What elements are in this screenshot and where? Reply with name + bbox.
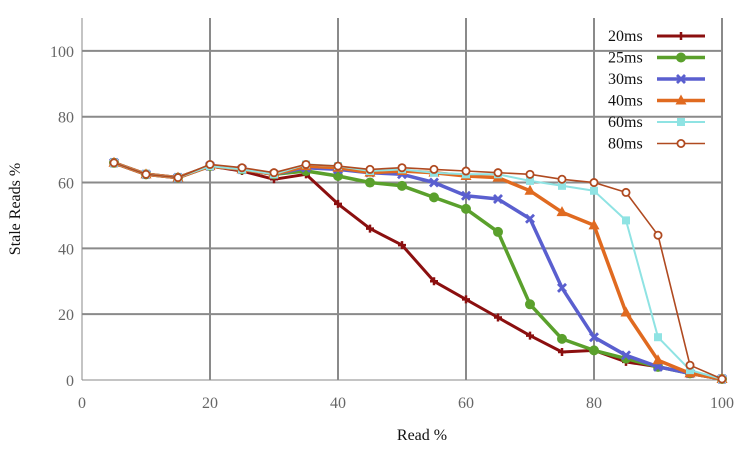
legend-swatch-marker xyxy=(677,32,685,40)
legend-label: 40ms xyxy=(608,93,643,110)
x-tick-label: 40 xyxy=(330,395,346,412)
x-tick-label: 60 xyxy=(458,395,474,412)
data-point-30ms xyxy=(429,177,439,188)
y-axis-title: Stale Reads % xyxy=(7,163,24,255)
data-point-20ms xyxy=(526,331,534,340)
legend-label: 80ms xyxy=(608,136,643,153)
y-tick-label: 20 xyxy=(58,307,74,324)
data-point-60ms xyxy=(590,186,598,195)
data-point-80ms xyxy=(429,164,439,174)
series-line-25ms xyxy=(113,161,723,381)
data-point-80ms xyxy=(557,174,567,184)
data-point-60ms xyxy=(654,333,662,342)
legend-item-80ms: 80ms xyxy=(608,136,705,153)
y-tick-label: 0 xyxy=(66,373,74,390)
series-line-30ms xyxy=(113,161,723,381)
series-line-20ms xyxy=(113,161,723,381)
data-point-40ms xyxy=(588,219,600,230)
data-point-60ms xyxy=(622,216,630,225)
legend-item-25ms: 25ms xyxy=(608,50,705,67)
y-tick-label: 100 xyxy=(50,44,74,61)
data-point-80ms xyxy=(621,187,631,197)
data-point-80ms xyxy=(717,374,727,384)
data-point-20ms xyxy=(430,277,438,286)
series-80ms xyxy=(109,158,727,384)
data-point-30ms xyxy=(557,282,567,293)
data-point-80ms xyxy=(333,161,343,171)
legend-label: 60ms xyxy=(608,114,643,131)
data-point-60ms xyxy=(526,176,534,185)
legend-swatch-marker xyxy=(676,138,686,148)
data-point-25ms xyxy=(589,345,599,356)
data-point-20ms xyxy=(398,241,406,250)
y-tick-label: 80 xyxy=(58,110,74,127)
data-point-25ms xyxy=(429,192,439,203)
data-point-80ms xyxy=(141,169,151,179)
data-point-20ms xyxy=(334,199,342,208)
data-point-60ms xyxy=(558,181,566,190)
data-point-25ms xyxy=(461,203,471,214)
data-point-80ms xyxy=(237,163,247,173)
x-tick-label: 100 xyxy=(710,395,734,412)
legend-item-60ms: 60ms xyxy=(608,114,705,131)
data-point-60ms xyxy=(686,366,694,375)
y-tick-label: 40 xyxy=(58,241,74,258)
data-point-40ms xyxy=(620,306,632,317)
x-axis-title: Read % xyxy=(397,427,447,444)
data-point-20ms xyxy=(494,313,502,322)
data-point-80ms xyxy=(109,158,119,168)
x-tick-label: 0 xyxy=(78,395,86,412)
legend-label: 30ms xyxy=(608,71,643,88)
data-point-80ms xyxy=(397,163,407,173)
data-point-25ms xyxy=(493,226,503,237)
data-point-80ms xyxy=(493,168,503,178)
series-line-60ms xyxy=(113,161,723,380)
data-point-20ms xyxy=(462,295,470,304)
data-point-40ms xyxy=(652,354,664,365)
data-point-40ms xyxy=(556,206,568,217)
data-point-80ms xyxy=(269,168,279,178)
data-point-20ms xyxy=(558,348,566,357)
data-point-30ms xyxy=(589,332,599,343)
data-point-80ms xyxy=(685,360,695,370)
data-point-25ms xyxy=(557,333,567,344)
data-point-80ms xyxy=(461,166,471,176)
data-point-80ms xyxy=(365,164,375,174)
series-lines xyxy=(108,156,728,385)
data-point-30ms xyxy=(493,194,503,204)
data-point-80ms xyxy=(205,159,215,169)
data-point-80ms xyxy=(301,159,311,169)
legend-item-40ms: 40ms xyxy=(608,93,705,110)
data-point-25ms xyxy=(397,180,407,191)
data-point-30ms xyxy=(525,213,535,224)
series-line-80ms xyxy=(113,162,723,380)
data-point-25ms xyxy=(365,177,375,188)
legend-label: 20ms xyxy=(608,28,643,45)
legend-swatch-marker xyxy=(676,74,686,84)
legend-item-20ms: 20ms xyxy=(608,28,705,45)
x-tick-label: 80 xyxy=(586,395,602,412)
legend: 20ms 25ms 30ms 40ms 60ms 80ms xyxy=(608,28,705,153)
legend-swatch-marker xyxy=(677,118,685,126)
data-point-30ms xyxy=(621,350,631,361)
series-25ms xyxy=(109,157,727,385)
series-line-40ms xyxy=(113,161,723,381)
data-point-80ms xyxy=(589,178,599,188)
data-point-80ms xyxy=(173,173,183,183)
legend-item-30ms: 30ms xyxy=(608,71,705,88)
legend-label: 25ms xyxy=(608,50,643,67)
y-tick-label: 60 xyxy=(58,176,74,193)
data-point-20ms xyxy=(366,224,374,233)
data-point-25ms xyxy=(525,299,535,310)
axis-labels: 0 20 40 60 80 100 0 20 40 60 80 100 Read % Stale Read… xyxy=(7,44,734,444)
x-tick-label: 20 xyxy=(202,395,218,412)
data-point-30ms xyxy=(461,190,471,201)
legend-swatch-marker xyxy=(675,94,687,105)
legend-swatch-marker xyxy=(676,52,686,63)
data-point-40ms xyxy=(524,184,536,195)
data-point-80ms xyxy=(525,169,535,179)
data-point-80ms xyxy=(653,230,663,240)
